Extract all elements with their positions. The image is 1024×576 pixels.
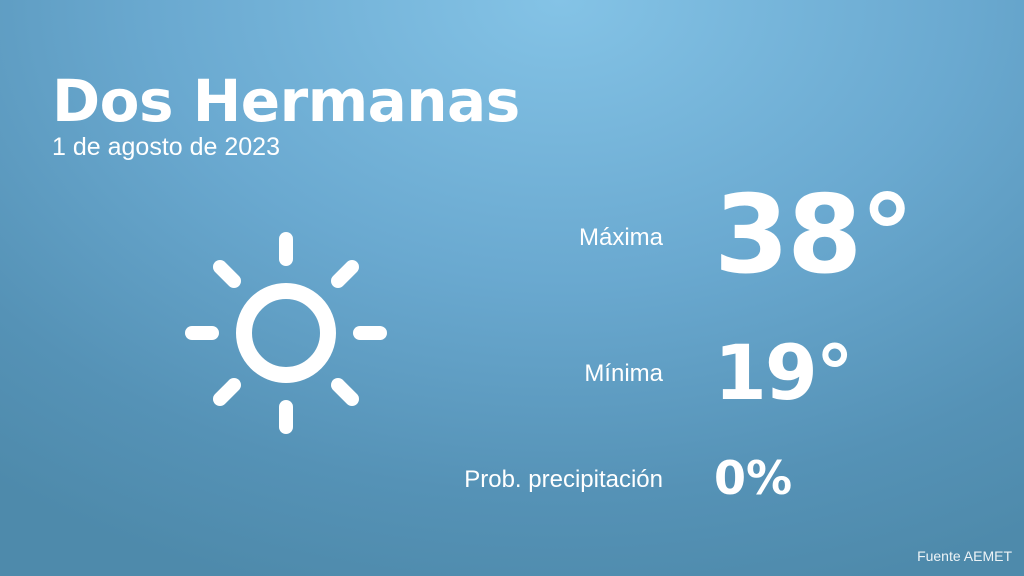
precip-label: Prob. precipitación: [464, 466, 663, 493]
forecast-date: 1 de agosto de 2023: [52, 133, 280, 161]
min-value: 19°: [714, 328, 854, 417]
precip-value: 0%: [714, 451, 793, 505]
sun-icon: [185, 232, 387, 434]
source-credit: Fuente AEMET: [917, 548, 1012, 564]
city-title: Dos Hermanas: [52, 67, 520, 135]
min-label: Mínima: [584, 360, 663, 387]
max-value: 38°: [714, 173, 914, 298]
max-label: Máxima: [578, 224, 663, 251]
